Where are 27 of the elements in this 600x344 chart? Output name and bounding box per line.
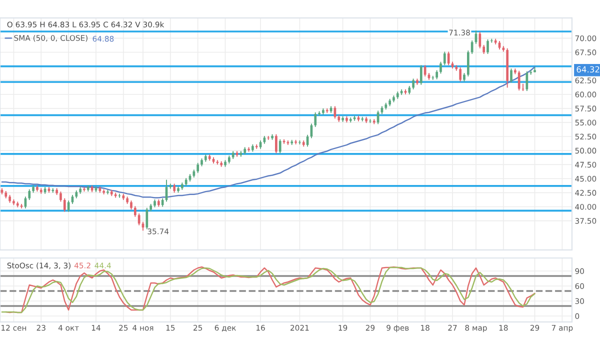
candlestick	[486, 38, 489, 54]
candlestick	[412, 78, 414, 90]
candlestick	[134, 206, 136, 218]
candlestick	[478, 32, 482, 49]
candlestick	[146, 207, 148, 230]
candlestick	[443, 51, 446, 66]
candlestick	[28, 188, 31, 200]
line-series	[1, 66, 536, 198]
candlestick	[267, 135, 270, 140]
candlestick	[420, 64, 422, 86]
candlestick	[278, 138, 282, 154]
candlestick	[470, 40, 474, 54]
candlestick	[466, 50, 470, 77]
candlestick	[518, 70, 520, 91]
candlestick	[275, 134, 278, 154]
candlestick	[298, 140, 301, 145]
candlestick	[510, 68, 512, 84]
candlestick	[60, 191, 62, 202]
candlestick	[459, 66, 462, 82]
candlestick	[63, 198, 66, 212]
candlestick	[314, 112, 317, 128]
candlestick	[196, 162, 200, 174]
candlestick	[369, 118, 372, 124]
candlestick	[440, 61, 442, 74]
candlestick	[138, 212, 140, 226]
text: 64.32	[576, 66, 600, 73]
candlestick	[432, 75, 434, 80]
